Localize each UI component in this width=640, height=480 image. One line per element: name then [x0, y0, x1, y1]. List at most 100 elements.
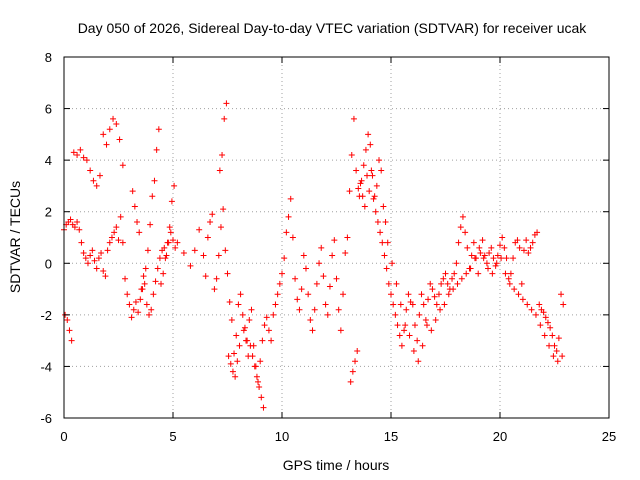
data-point: [396, 332, 403, 339]
data-point: [335, 306, 342, 313]
data-point: [346, 188, 353, 195]
data-point: [209, 211, 216, 218]
data-point: [329, 252, 336, 259]
data-point: [215, 252, 222, 259]
data-point: [80, 154, 87, 161]
data-point: [374, 219, 381, 226]
data-point: [239, 311, 246, 318]
data-point: [468, 252, 475, 259]
data-point: [168, 198, 175, 205]
data-point: [268, 337, 275, 344]
data-point: [170, 237, 176, 244]
data-point: [501, 244, 508, 251]
data-point: [435, 291, 442, 298]
data-point: [70, 149, 77, 156]
data-point: [276, 280, 283, 287]
data-point: [397, 301, 404, 308]
data-point: [207, 219, 214, 226]
y-tick-label: -4: [40, 359, 52, 374]
data-point: [427, 280, 434, 287]
data-point: [158, 280, 165, 287]
data-point: [320, 273, 327, 280]
data-point: [162, 255, 169, 262]
data-point: [499, 234, 506, 241]
data-point: [163, 252, 170, 259]
data-point: [161, 244, 168, 251]
data-point: [551, 342, 558, 349]
data-point: [74, 219, 81, 226]
data-point: [381, 252, 388, 259]
data-point: [546, 342, 553, 349]
data-point: [451, 270, 458, 277]
data-point: [540, 309, 547, 316]
data-point: [333, 275, 340, 282]
y-tick-label: -6: [40, 411, 52, 426]
data-point: [383, 265, 390, 272]
data-point: [316, 260, 323, 267]
data-point: [518, 280, 525, 287]
data-point: [481, 252, 488, 259]
data-point: [440, 275, 447, 282]
data-point: [373, 182, 380, 189]
data-point: [166, 224, 173, 231]
data-point: [505, 275, 512, 282]
data-point: [362, 146, 369, 153]
data-point: [279, 270, 285, 277]
data-point: [77, 146, 84, 153]
data-point: [298, 286, 305, 293]
data-point: [498, 255, 505, 262]
data-point: [331, 237, 338, 244]
data-point: [549, 332, 556, 339]
data-point: [394, 322, 401, 329]
data-point: [428, 327, 435, 334]
axis-tick-labels: 0 5 10 15 20 25 -6 -4 -2 0 2 4 6 8: [40, 50, 616, 444]
data-point: [377, 229, 384, 236]
data-point: [150, 291, 157, 298]
data-point: [160, 270, 167, 277]
data-point: [220, 206, 227, 213]
data-point: [251, 363, 258, 370]
data-point: [453, 260, 460, 267]
data-point: [515, 291, 522, 298]
data-point: [76, 226, 83, 233]
data-point: [326, 283, 333, 290]
data-point: [305, 291, 312, 298]
data-point: [66, 327, 73, 334]
data-point: [296, 306, 303, 313]
data-point: [459, 213, 466, 220]
data-point: [480, 255, 487, 262]
data-point: [389, 260, 396, 267]
data-point: [110, 115, 117, 122]
data-point: [146, 311, 153, 318]
data-point: [116, 136, 123, 143]
data-point: [529, 239, 536, 246]
data-point: [494, 252, 501, 259]
axis-ticks: [63, 56, 610, 419]
data-point: [406, 332, 413, 339]
data-point: [289, 234, 296, 241]
data-point: [78, 239, 85, 246]
data-point: [525, 249, 532, 256]
data-point: [479, 237, 486, 244]
data-point: [154, 265, 161, 272]
data-point: [356, 193, 363, 200]
data-point: [367, 141, 374, 148]
data-point: [322, 301, 329, 308]
data-point: [265, 327, 272, 334]
data-point: [263, 314, 270, 321]
data-point: [357, 180, 364, 187]
x-tick-label: 10: [275, 429, 289, 444]
data-point: [155, 126, 162, 133]
data-point: [172, 244, 179, 251]
data-point: [147, 221, 154, 228]
data-point: [82, 255, 89, 262]
data-point: [349, 368, 356, 375]
data-point: [560, 301, 567, 308]
data-point: [237, 291, 244, 298]
data-point: [232, 373, 239, 380]
data-point: [360, 162, 367, 169]
data-point: [196, 226, 203, 233]
data-point: [450, 286, 457, 293]
data-point: [368, 167, 375, 174]
data-point: [516, 244, 523, 251]
